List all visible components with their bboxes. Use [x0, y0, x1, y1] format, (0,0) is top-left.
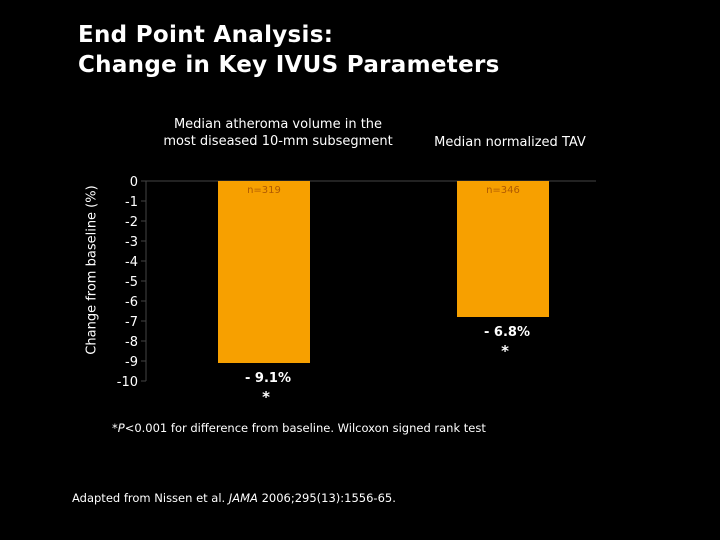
footnote-text: <0.001 for difference from baseline. Wil… [124, 421, 486, 435]
y-tick-label: -10 [117, 375, 138, 390]
footnote-star: * [112, 421, 118, 435]
bar-1 [218, 181, 310, 363]
footnote: *P<0.001 for difference from baseline. W… [112, 421, 486, 435]
bar-significance-marker: * [501, 342, 509, 360]
title-line-2: Change in Key IVUS Parameters [78, 52, 500, 78]
y-tick-label: -3 [125, 235, 138, 250]
y-tick-label: -4 [125, 255, 138, 270]
source-citation: Adapted from Nissen et al. JAMA 2006;295… [72, 491, 396, 505]
source-post: 2006;295(13):1556-65. [257, 491, 396, 505]
y-tick-label: -5 [125, 275, 138, 290]
y-tick-label: -1 [125, 195, 138, 210]
y-tick-label: -6 [125, 295, 138, 310]
slide-title: End Point Analysis: Change in Key IVUS P… [78, 20, 500, 80]
footnote-p: P [117, 421, 125, 435]
bar-value-label: - 6.8% [484, 325, 530, 340]
bar-value-label: - 9.1% [245, 371, 291, 386]
y-ticks: 0 -1 -2 -3 -4 -5 -6 -7 -8 -9 -10 [117, 175, 146, 390]
source-journal: JAMA [228, 491, 258, 505]
y-tick-label: -7 [125, 315, 138, 330]
y-tick-label: -8 [125, 335, 138, 350]
y-tick-label: -9 [125, 355, 138, 370]
bars [218, 181, 549, 363]
y-tick-label: -2 [125, 215, 138, 230]
bar-labels: n=319 - 9.1% * n=346 - 6.8% * [245, 185, 530, 406]
source-pre: Adapted from Nissen et al. [72, 491, 229, 505]
bar-n-label: n=319 [247, 185, 281, 196]
bar-2 [457, 181, 549, 317]
bar-n-label: n=346 [486, 185, 520, 196]
y-tick-label: 0 [130, 175, 138, 190]
category-label-atheroma: Median atheroma volume in the most disea… [163, 117, 393, 149]
bar-significance-marker: * [262, 388, 270, 406]
category-label-tav: Median normalized TAV [434, 135, 586, 150]
title-line-1: End Point Analysis: [78, 22, 334, 48]
